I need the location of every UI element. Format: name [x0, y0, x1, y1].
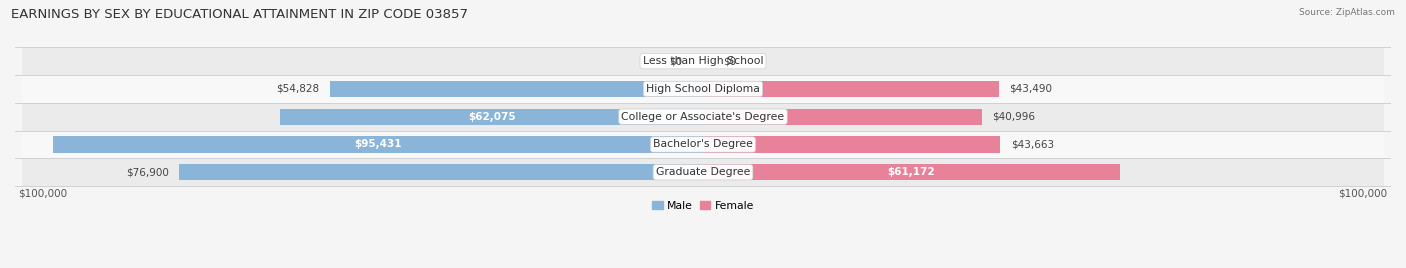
Bar: [22, 103, 1384, 131]
Legend: Male, Female: Male, Female: [648, 197, 758, 215]
Text: $100,000: $100,000: [18, 188, 67, 198]
Text: EARNINGS BY SEX BY EDUCATIONAL ATTAINMENT IN ZIP CODE 03857: EARNINGS BY SEX BY EDUCATIONAL ATTAINMEN…: [11, 8, 468, 21]
Bar: [53, 136, 703, 152]
Bar: [179, 164, 703, 180]
Text: Bachelor's Degree: Bachelor's Degree: [652, 139, 754, 150]
Text: $40,996: $40,996: [993, 112, 1035, 122]
Text: $62,075: $62,075: [468, 112, 516, 122]
Text: $43,490: $43,490: [1010, 84, 1053, 94]
Text: $0: $0: [669, 56, 682, 66]
Text: Less than High School: Less than High School: [643, 56, 763, 66]
Text: Graduate Degree: Graduate Degree: [655, 167, 751, 177]
Bar: [329, 81, 703, 97]
Text: College or Associate's Degree: College or Associate's Degree: [621, 112, 785, 122]
Text: $0: $0: [724, 56, 737, 66]
Bar: [22, 47, 1384, 75]
Bar: [703, 109, 983, 125]
Bar: [22, 131, 1384, 158]
Text: $76,900: $76,900: [127, 167, 169, 177]
Text: $95,431: $95,431: [354, 139, 402, 150]
Bar: [703, 81, 1000, 97]
Bar: [703, 136, 1001, 152]
Text: High School Diploma: High School Diploma: [647, 84, 759, 94]
Bar: [22, 158, 1384, 186]
Text: Source: ZipAtlas.com: Source: ZipAtlas.com: [1299, 8, 1395, 17]
Bar: [280, 109, 703, 125]
Text: $61,172: $61,172: [887, 167, 935, 177]
Text: $43,663: $43,663: [1011, 139, 1053, 150]
Bar: [22, 75, 1384, 103]
Bar: [703, 164, 1119, 180]
Text: $54,828: $54,828: [276, 84, 319, 94]
Text: $100,000: $100,000: [1339, 188, 1388, 198]
